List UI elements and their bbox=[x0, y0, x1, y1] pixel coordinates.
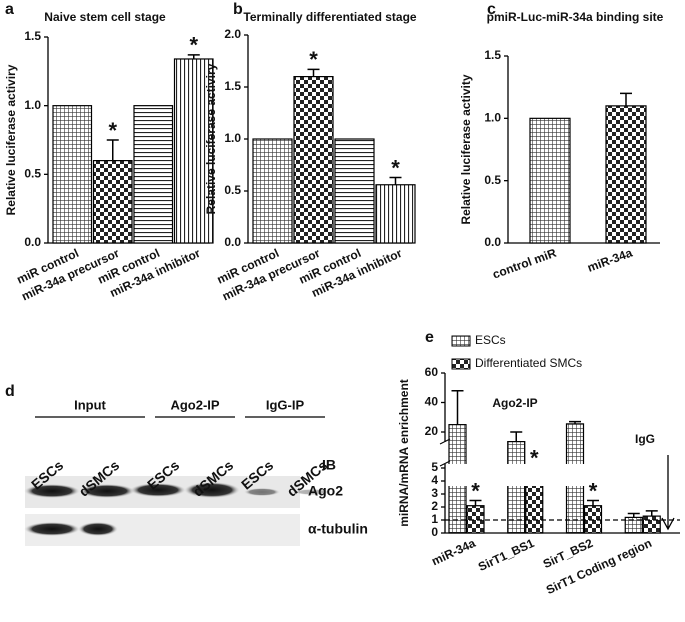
error-bar bbox=[307, 68, 320, 77]
y-tick-label: 1.0 bbox=[224, 131, 241, 145]
group-label: Input bbox=[74, 397, 106, 412]
y-axis-label: Relative luciferase activity bbox=[459, 74, 473, 224]
band bbox=[24, 522, 80, 536]
y-tick-label: 2.0 bbox=[224, 27, 241, 41]
x-tick-label: control miR bbox=[491, 246, 559, 282]
y-tick-label: 0.0 bbox=[484, 235, 501, 249]
error-bar bbox=[187, 54, 200, 59]
band bbox=[130, 483, 186, 497]
y-tick-label: 0.0 bbox=[24, 235, 41, 249]
y-tick-label: 4 bbox=[431, 473, 438, 487]
significance-mark: * bbox=[530, 446, 539, 471]
significance-mark: * bbox=[589, 478, 598, 503]
y-tick-label: 1 bbox=[431, 512, 438, 526]
band bbox=[294, 489, 330, 495]
bar bbox=[293, 75, 334, 244]
legend-label: Differentiated SMCs bbox=[475, 356, 582, 370]
band bbox=[244, 488, 280, 496]
row-label: α-tubulin bbox=[308, 521, 368, 537]
legend-swatch bbox=[451, 358, 471, 370]
chart-title: pmiR-Luc-miR-34a binding site bbox=[487, 10, 664, 24]
y-tick-label: 0.5 bbox=[24, 167, 41, 181]
y-axis-label: Relative luciferase activiry bbox=[204, 63, 218, 214]
significance-mark: * bbox=[108, 118, 117, 143]
panel-letter: c bbox=[487, 1, 496, 18]
reference-arrow bbox=[661, 455, 675, 531]
annotation: Ago2-IP bbox=[492, 396, 537, 410]
y-tick-label: 1.5 bbox=[484, 48, 501, 62]
chart-title: Naive stem cell stage bbox=[44, 10, 166, 24]
band bbox=[24, 484, 80, 498]
y-tick-label: 0.0 bbox=[224, 235, 241, 249]
y-tick-label: 60 bbox=[425, 365, 439, 379]
bar bbox=[525, 481, 544, 534]
error-bar bbox=[620, 92, 632, 106]
x-tick-label: miR-34a bbox=[585, 246, 634, 275]
error-bar bbox=[469, 499, 482, 506]
y-tick-label: 5 bbox=[431, 460, 438, 474]
axis-break bbox=[439, 438, 451, 467]
error-bar bbox=[569, 420, 581, 424]
bar bbox=[52, 105, 93, 244]
bar bbox=[92, 160, 133, 244]
reference-label: IgG bbox=[635, 432, 655, 446]
bar bbox=[173, 58, 214, 244]
axis-break-gap bbox=[446, 464, 681, 486]
bar bbox=[334, 138, 375, 244]
y-axis-label: miRNA/mRNA enrichment bbox=[397, 379, 411, 527]
y-tick-label: 20 bbox=[425, 424, 439, 438]
y-tick-label: 0 bbox=[431, 525, 438, 539]
error-bar bbox=[627, 512, 640, 518]
bar bbox=[252, 138, 293, 244]
error-bar bbox=[106, 139, 119, 161]
y-tick-label: 1.5 bbox=[224, 79, 241, 93]
error-bar bbox=[587, 499, 599, 506]
group-label: IgG-IP bbox=[266, 397, 305, 412]
band bbox=[184, 482, 240, 498]
row-label: Ago2 bbox=[308, 483, 343, 499]
y-tick-label: 3 bbox=[431, 486, 438, 500]
ib-label: IB bbox=[322, 457, 336, 473]
y-tick-label: 2 bbox=[431, 499, 438, 513]
bar bbox=[529, 117, 571, 244]
x-tick-label: SirT1 Coding region bbox=[544, 536, 654, 597]
chart-title: Terminally differentiated stage bbox=[243, 10, 416, 24]
error-bar bbox=[451, 389, 464, 425]
y-tick-label: 1.0 bbox=[484, 111, 501, 125]
error-bar bbox=[510, 431, 523, 442]
panel-letter: b bbox=[233, 1, 243, 18]
legend-label: ESCs bbox=[475, 333, 506, 347]
error-bar bbox=[389, 176, 402, 185]
panel-letter: a bbox=[5, 1, 14, 18]
group-label: Ago2-IP bbox=[170, 397, 219, 412]
bar bbox=[375, 184, 416, 244]
panel-letter: e bbox=[425, 329, 434, 346]
error-bar bbox=[645, 510, 658, 517]
bar bbox=[642, 515, 661, 534]
significance-mark: * bbox=[391, 155, 400, 180]
y-tick-label: 0.5 bbox=[224, 183, 241, 197]
bar bbox=[507, 441, 526, 534]
significance-mark: * bbox=[189, 33, 198, 58]
y-tick-label: 0.5 bbox=[484, 173, 501, 187]
legend-swatch bbox=[451, 335, 471, 347]
x-tick-label: SirT1_BS1 bbox=[476, 536, 537, 574]
y-axis-label: Relative luciferase activiry bbox=[4, 64, 18, 215]
panel-letter: d bbox=[5, 383, 15, 400]
significance-mark: * bbox=[471, 478, 480, 503]
y-tick-label: 40 bbox=[425, 395, 439, 409]
bar bbox=[133, 105, 174, 244]
y-tick-label: 1.5 bbox=[24, 29, 41, 43]
y-tick-label: 1.0 bbox=[24, 98, 41, 112]
significance-mark: * bbox=[309, 47, 318, 72]
band bbox=[78, 522, 118, 536]
x-tick-label: miR-34a bbox=[429, 536, 478, 569]
band bbox=[79, 484, 135, 498]
western-blot bbox=[24, 476, 330, 546]
bar bbox=[605, 105, 647, 244]
